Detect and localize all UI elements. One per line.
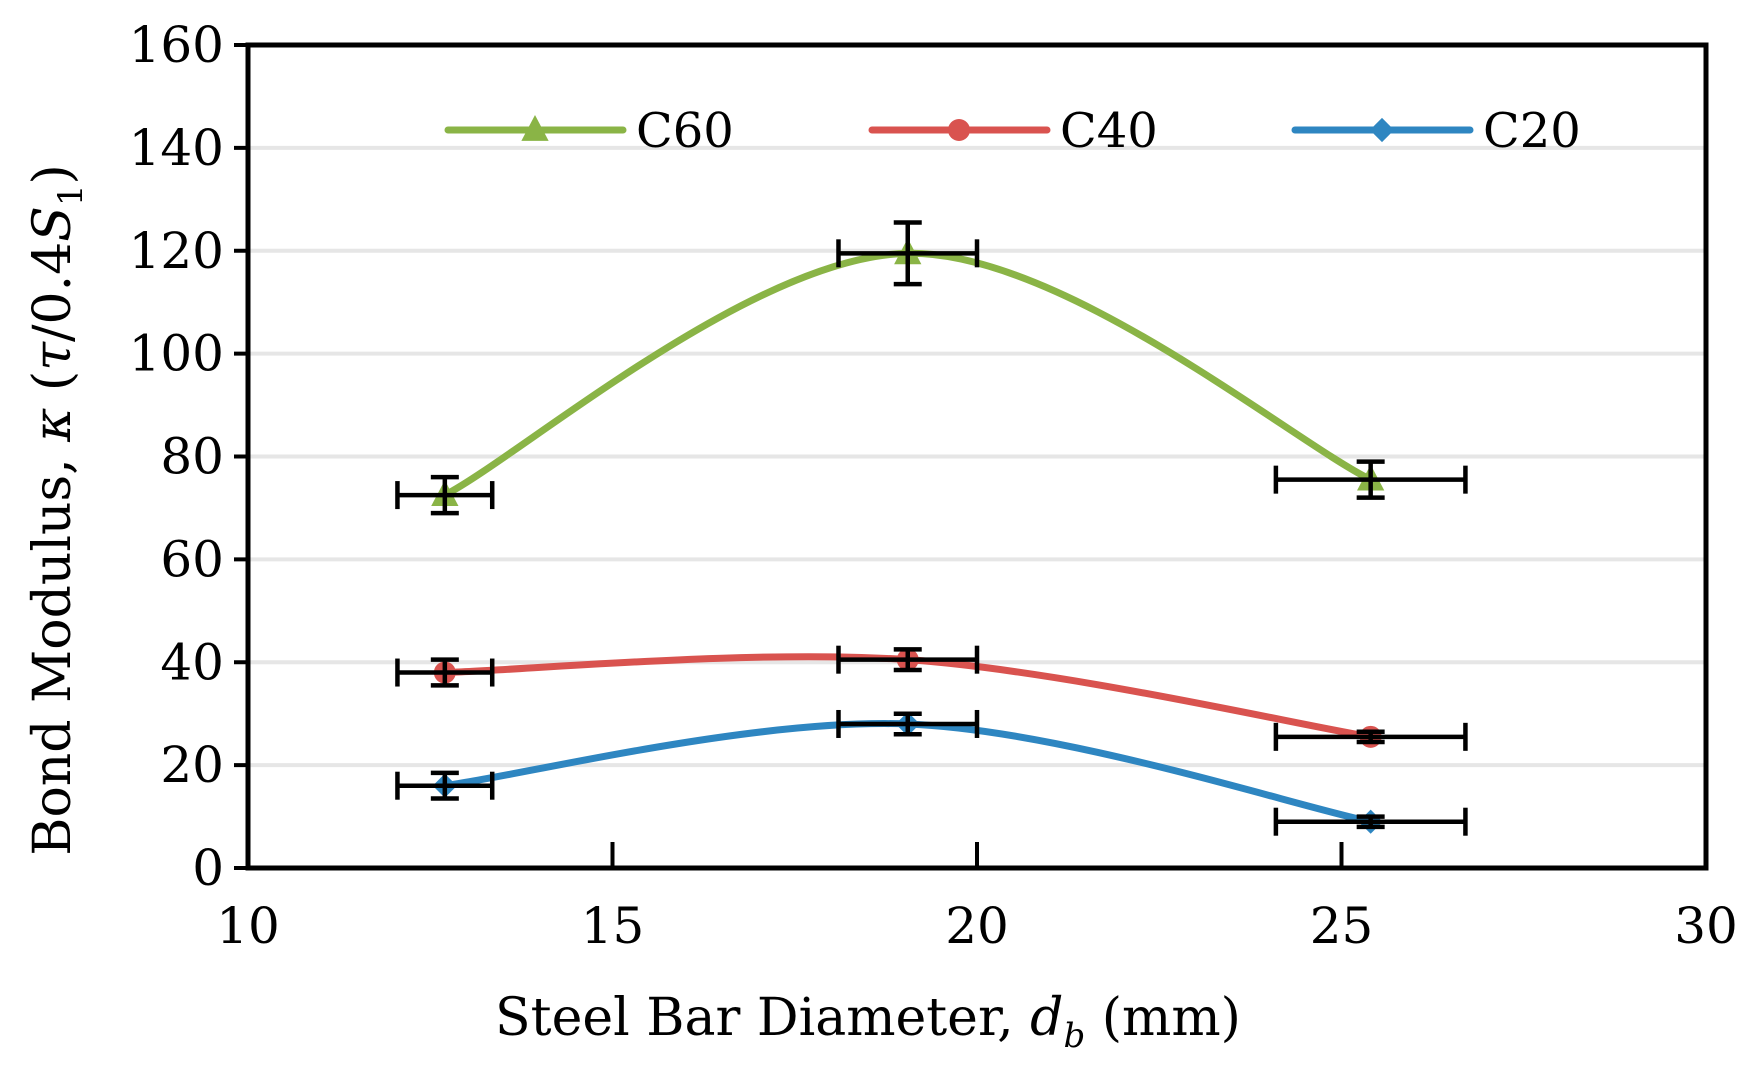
- error-bar: [395, 657, 495, 688]
- y-tick-label: 80: [160, 428, 224, 486]
- error-bar: [395, 770, 495, 801]
- legend-label: C60: [636, 103, 734, 159]
- legend-label: C40: [1060, 103, 1158, 159]
- x-axis-title: Steel Bar Diameter, db (mm): [495, 988, 1241, 1056]
- y-tick-label: 0: [192, 839, 224, 897]
- x-tick-label: 20: [945, 897, 1009, 955]
- legend: C60 C40 C20: [444, 103, 1581, 159]
- legend-item-c20: C20: [1291, 103, 1581, 159]
- error-bar: [1273, 459, 1468, 500]
- y-tick-label: 100: [129, 325, 224, 383]
- axis-ticks: 0 20 40 60 80 100 120 140 160 10 15 20 25 30: [129, 16, 1738, 955]
- error-bar: [395, 474, 495, 516]
- y-tick-label: 120: [129, 222, 224, 280]
- y-tick-label: 140: [129, 119, 224, 177]
- x-tick-label: 10: [216, 897, 280, 955]
- series-layer: [395, 220, 1468, 836]
- legend-label: C20: [1483, 103, 1581, 159]
- error-bar: [1273, 722, 1468, 751]
- x-tick-label: 30: [1674, 897, 1738, 955]
- legend-item-c40: C40: [868, 103, 1158, 159]
- legend-marker: [521, 114, 549, 141]
- error-bar: [836, 709, 980, 738]
- x-tick-label: 15: [581, 897, 645, 955]
- y-tick-label: 20: [160, 736, 224, 794]
- x-tick-label: 25: [1310, 897, 1374, 955]
- error-bar: [1273, 807, 1468, 836]
- y-tick-label: 160: [129, 16, 224, 74]
- legend-marker: [948, 119, 970, 141]
- series-c20: [395, 709, 1468, 836]
- y-axis-title: Bond Modulus, κ (τ/0.4S1): [23, 164, 91, 856]
- error-bar: [836, 220, 980, 287]
- error-bar: [836, 645, 980, 674]
- series-line: [441, 720, 1375, 826]
- y-tick-label: 40: [160, 633, 224, 691]
- series-line: [441, 249, 1375, 499]
- y-tick-label: 60: [160, 530, 224, 588]
- legend-marker: [1369, 117, 1395, 143]
- series-c60: [395, 220, 1468, 516]
- legend-item-c60: C60: [444, 103, 734, 159]
- series-c40: [395, 645, 1468, 751]
